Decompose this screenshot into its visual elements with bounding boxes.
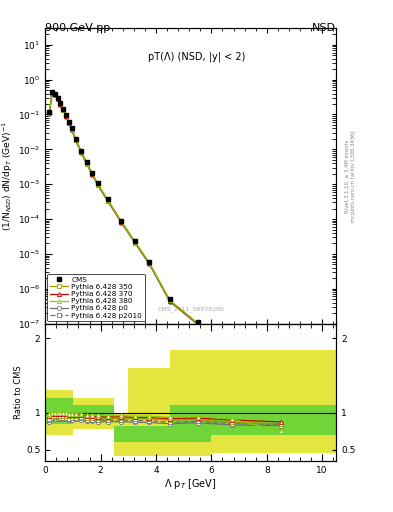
Text: 900 GeV pp: 900 GeV pp (45, 23, 110, 33)
Legend: CMS, Pythia 6.428 350, Pythia 6.428 370, Pythia 6.428 380, Pythia 6.428 p0, Pyth: CMS, Pythia 6.428 350, Pythia 6.428 370,… (48, 274, 145, 322)
X-axis label: Λ p$_T$ [GeV]: Λ p$_T$ [GeV] (164, 477, 217, 492)
Text: pT(Λ) (NSD, |y| < 2): pT(Λ) (NSD, |y| < 2) (148, 52, 245, 62)
Y-axis label: Ratio to CMS: Ratio to CMS (14, 366, 23, 419)
Y-axis label: Rivet 3.1.10, ≥ 3.4M events
mcplots.cern.ch [arXiv:1306.3436]: Rivet 3.1.10, ≥ 3.4M events mcplots.cern… (345, 130, 356, 222)
Text: NSD: NSD (312, 23, 336, 33)
Y-axis label: (1/N$_{NSD}$) dN/dp$_T$ (GeV)$^{-1}$: (1/N$_{NSD}$) dN/dp$_T$ (GeV)$^{-1}$ (1, 121, 15, 231)
Text: CMS_2011_S8978280: CMS_2011_S8978280 (157, 306, 224, 312)
